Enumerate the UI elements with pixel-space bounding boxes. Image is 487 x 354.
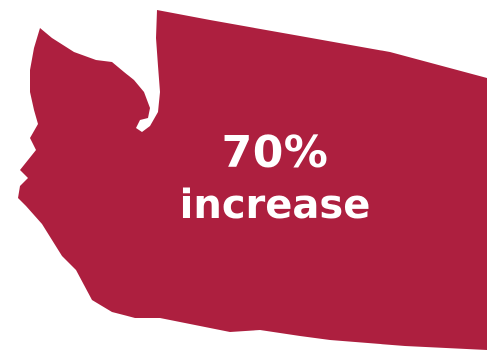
stat-value: 70% [221, 127, 329, 178]
stat-label: increase [179, 182, 371, 228]
stat-callout: 70% increase [150, 125, 400, 230]
